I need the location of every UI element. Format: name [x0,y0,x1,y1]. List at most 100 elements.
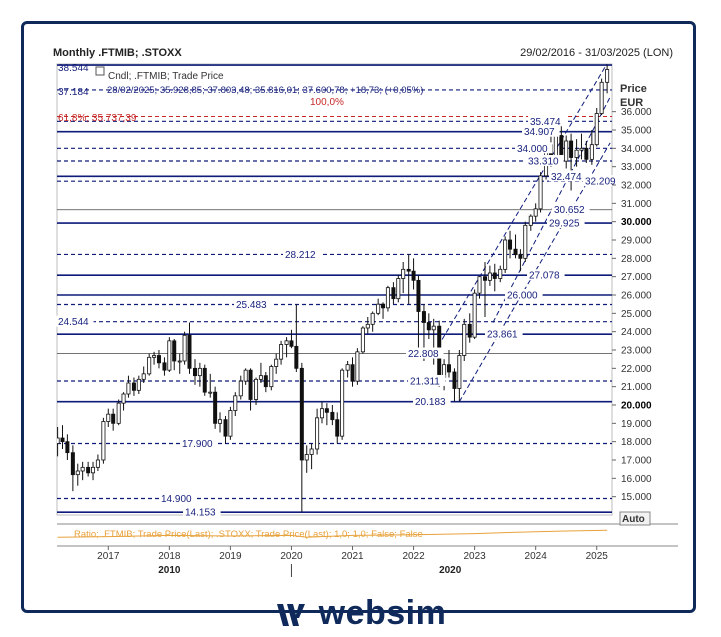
level-label: 21.311 [410,376,440,387]
x-tick-label: 2020 [280,551,303,562]
candle-body [289,340,294,347]
y-tick-label: 15.000 [621,492,652,503]
brand-name: websim [318,594,447,632]
candle-body [401,268,406,279]
level-label-bg [505,289,543,300]
currency-axis-title: EUR [620,97,643,109]
candle-body [483,276,488,281]
candle-body [254,378,259,400]
candle-body [538,175,543,210]
level-label: 34.907 [524,127,555,138]
y-tick-label: 22.000 [621,364,652,375]
y-tick-label: 35.000 [621,126,652,137]
candle-body [391,287,396,300]
y-tick-label: 18.000 [621,437,652,448]
legend-ohlc-values: 28/02/2025; 35.928,85; 37.803,48; 35.816… [107,85,423,96]
candle-body [518,254,523,259]
candle-body [258,375,263,380]
candle-body [589,144,594,160]
y-tick-label: 32.000 [621,181,652,192]
x-major-label: 2010 [158,565,181,576]
candle-body [365,323,370,329]
level-label: 30.652 [554,205,585,216]
candle-body [75,470,80,476]
candle-body [330,411,335,421]
y-tick-label: 23.000 [621,346,652,357]
x-tick-label: 2019 [219,551,242,562]
candlesticks [57,65,610,513]
ratio-line [57,529,608,538]
candle-body [269,366,274,388]
candle-body [340,369,345,437]
candle-body [162,362,167,371]
candle-body [126,382,131,395]
support-resistance-levels [57,64,612,513]
candle-body [472,292,477,338]
level-label: 20.183 [415,397,446,408]
candle-body [381,303,386,309]
candle-body [60,437,65,443]
candle-body [274,358,279,367]
x-tick-label: 2024 [525,551,548,562]
candle-body [487,272,492,281]
level-label-bg [583,175,621,187]
level-label-bg [552,203,590,215]
candle-body [238,380,243,397]
x-major-label: 2020 [439,565,462,576]
candle-body [182,334,187,362]
x-tick-label: 2022 [402,551,425,562]
auto-scale-label[interactable]: Auto [622,514,645,525]
x-tick-label: 2018 [158,551,181,562]
level-label-bg [549,170,587,182]
level-label: 35.474 [530,117,561,128]
level-label: 32.474 [551,172,582,183]
candle-body [192,367,197,377]
candle-body [202,367,207,393]
level-label: 28.212 [285,250,316,261]
candle-body [421,311,426,323]
candle-body [324,408,329,413]
candle-body [319,408,324,419]
candle-body [396,278,401,300]
candle-body [370,312,375,325]
fib-618-label: 61,8%; 35.737,39 [58,113,137,124]
candle-body [528,215,533,226]
level-label-bg [515,142,553,154]
candle-body [594,113,599,146]
x-tick-label: 2023 [463,551,486,562]
candle-body [147,356,152,375]
candle-body [213,391,218,424]
legend-checkbox[interactable] [95,66,105,76]
y-tick-label: 31.000 [621,199,652,210]
level-label: 23.861 [487,330,518,341]
chart-date-range: 29/02/2016 - 31/03/2025 (LON) [520,47,673,59]
candle-body [228,410,233,437]
candle-body [426,322,431,331]
candle-body [446,364,451,373]
legend-series-name: Cndl; .FTMIB; Trade Price [108,71,224,82]
candle-body [492,272,497,279]
candle-body [80,466,85,472]
candle-body [431,325,436,331]
candle-body [355,351,360,382]
chart-title: Monthly .FTMIB; .STOXX [53,47,182,59]
level-label: 22.808 [408,349,439,360]
level-label-bg [406,347,444,359]
candle-body [223,419,228,437]
candle-body [309,448,314,455]
candle-body [411,270,416,281]
candle-body [243,369,248,382]
auto-scale-button[interactable] [619,511,651,526]
candle-body [503,239,508,270]
x-tick-label: 2025 [586,551,609,562]
candle-body [187,334,192,369]
candle-body [279,344,284,360]
candle-body [167,340,172,371]
candle-body [141,373,146,380]
candle-body [508,239,513,250]
y-tick-label: 21.000 [621,382,652,393]
y-tick-label: 27.000 [621,272,652,283]
candle-body [70,452,75,476]
candle-body [360,327,365,353]
